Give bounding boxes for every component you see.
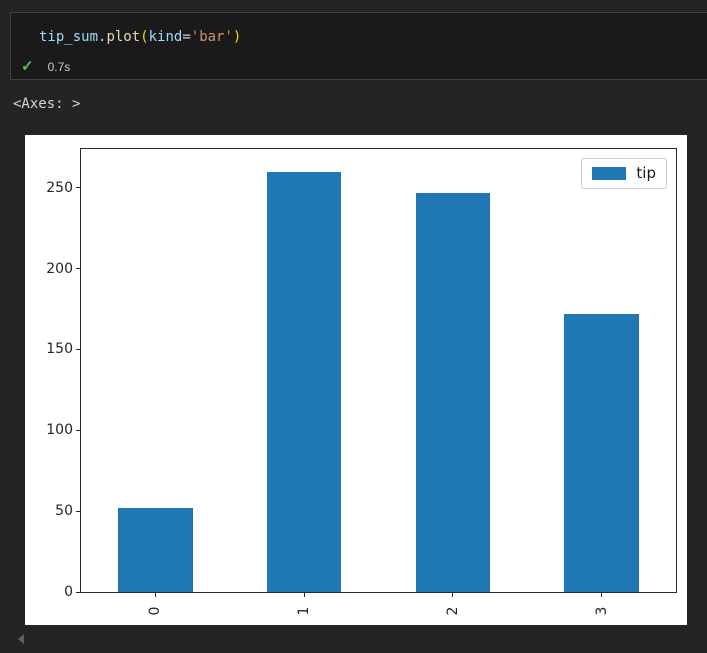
legend-label: tip xyxy=(636,164,656,182)
x-tick-label: 2 xyxy=(444,606,461,616)
axes: tip 0 50 100 150 200 250 0 1 2 3 xyxy=(46,148,677,615)
code-token: plot xyxy=(106,29,141,45)
y-tick-label: 100 xyxy=(46,422,73,439)
code-token: kind xyxy=(148,29,183,45)
code-token: = xyxy=(182,29,191,45)
code-token: ) xyxy=(232,29,242,45)
code-token: tip_sum xyxy=(39,29,99,45)
scroll-left-arrow-icon[interactable] xyxy=(18,634,24,644)
code-token: 'bar' xyxy=(190,29,233,45)
execution-duration: 0.7s xyxy=(47,60,71,74)
bar-0 xyxy=(118,507,193,592)
code-token: ( xyxy=(140,29,149,45)
code-token: . xyxy=(98,29,107,45)
x-tick-mark xyxy=(452,592,454,597)
legend-color-patch xyxy=(592,167,627,180)
success-check-icon: ✓ xyxy=(21,58,34,75)
execution-status-row: ✓ 0.7s xyxy=(21,57,70,77)
y-tick-label: 250 xyxy=(46,179,73,196)
y-tick-mark xyxy=(76,348,81,350)
x-tick-mark xyxy=(601,592,603,597)
bar-1 xyxy=(266,171,342,592)
y-tick-mark xyxy=(76,187,81,189)
matplotlib-figure: tip 0 50 100 150 200 250 0 1 2 3 xyxy=(25,135,687,625)
y-tick-label: 150 xyxy=(46,341,73,358)
y-tick-mark xyxy=(76,429,81,431)
y-tick-mark xyxy=(76,591,81,593)
chart-legend: tip xyxy=(581,158,667,189)
x-tick-label: 0 xyxy=(147,606,164,616)
code-line[interactable]: tip_sum.plot(kind='bar') xyxy=(39,27,241,47)
bar-2 xyxy=(415,192,491,592)
bar-3 xyxy=(564,313,639,592)
y-tick-label: 0 xyxy=(64,584,73,600)
x-tick-label: 1 xyxy=(296,606,313,616)
y-tick-mark xyxy=(76,510,81,512)
y-tick-label: 50 xyxy=(55,503,73,520)
y-tick-mark xyxy=(76,268,81,270)
x-tick-label: 3 xyxy=(593,606,610,616)
x-tick-mark xyxy=(154,592,156,597)
notebook-cell[interactable]: tip_sum.plot(kind='bar') ✓ 0.7s xyxy=(10,12,707,80)
y-tick-label: 200 xyxy=(46,260,73,277)
cell-text-output: <Axes: > xyxy=(13,96,81,112)
x-tick-mark xyxy=(303,592,305,597)
